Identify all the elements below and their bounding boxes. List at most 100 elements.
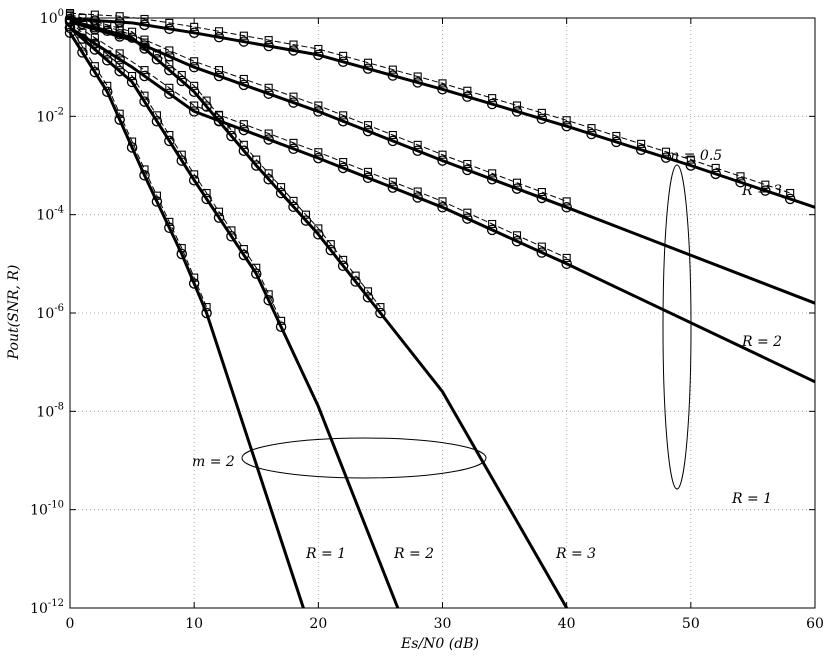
- square-marker: [388, 177, 397, 186]
- square-marker: [239, 120, 248, 129]
- square-marker: [562, 197, 571, 206]
- square-marker: [65, 17, 75, 26]
- square-marker: [202, 188, 211, 198]
- square-marker: [376, 303, 385, 312]
- square-marker: [488, 219, 497, 229]
- series-line: [69, 26, 816, 384]
- square-marker: [115, 61, 124, 70]
- circle-marker: [685, 160, 697, 171]
- square-marker: [277, 316, 286, 325]
- circle-marker: [126, 142, 138, 153]
- square-marker: [115, 24, 124, 33]
- square-marker: [214, 27, 224, 36]
- circle-marker: [586, 128, 597, 140]
- square-marker: [351, 271, 360, 280]
- square-marker: [239, 31, 248, 40]
- circle-marker: [263, 134, 274, 145]
- circle-marker: [275, 187, 287, 199]
- circle-marker: [238, 249, 250, 261]
- circle-marker: [362, 125, 374, 137]
- square-marker: [289, 196, 298, 205]
- circle-marker: [77, 47, 88, 58]
- annotation-m-high: m = 2: [192, 454, 235, 470]
- x-tick-label: 40: [558, 616, 576, 632]
- square-marker: [363, 58, 373, 67]
- square-marker: [786, 188, 795, 198]
- circle-marker: [536, 192, 548, 204]
- square-marker: [339, 51, 348, 60]
- square-marker: [264, 129, 273, 138]
- circle-marker: [188, 27, 200, 38]
- circle-marker: [263, 88, 274, 99]
- square-marker: [152, 49, 161, 58]
- circle-marker: [337, 162, 349, 174]
- circle-marker: [164, 222, 175, 234]
- circle-marker: [412, 77, 423, 88]
- circle-marker: [362, 292, 374, 303]
- circle-marker: [486, 224, 498, 236]
- circle-marker: [362, 172, 374, 184]
- circle-marker: [536, 247, 548, 258]
- square-marker: [140, 14, 149, 24]
- tick-labels: 0 10 20 30 40 50 60 100 10-2 10-4 10-6 10-8 10-10 10-…: [30, 8, 824, 632]
- circle-marker: [188, 106, 200, 117]
- square-marker: [711, 163, 720, 173]
- square-marker: [264, 36, 273, 45]
- circle-marker: [337, 260, 349, 272]
- circle-marker: [412, 192, 423, 203]
- circle-marker: [263, 294, 274, 306]
- circle-marker: [213, 70, 225, 82]
- circle-marker: [151, 54, 163, 65]
- annotation-r3-low: R = 3: [741, 183, 782, 199]
- circle-marker: [350, 276, 361, 287]
- circle-marker: [201, 101, 212, 112]
- square-marker: [512, 178, 522, 187]
- circle-marker: [561, 120, 572, 132]
- circle-marker: [561, 202, 572, 213]
- marker-layer: [64, 9, 796, 333]
- y-tick-label: 100: [40, 8, 64, 27]
- circle-marker: [164, 23, 175, 35]
- circle-marker: [387, 70, 399, 81]
- circle-marker: [226, 130, 237, 142]
- circle-marker: [151, 116, 163, 127]
- grid: [70, 18, 815, 608]
- x-tick-label: 60: [806, 616, 824, 632]
- square-marker: [612, 131, 621, 141]
- square-marker: [239, 140, 248, 149]
- square-marker: [289, 40, 298, 49]
- circle-marker: [201, 307, 212, 319]
- square-marker: [388, 65, 397, 74]
- annotation-m-low: m = 0.5: [666, 148, 722, 164]
- circle-marker: [437, 155, 448, 166]
- circle-marker: [263, 40, 274, 52]
- square-marker: [214, 111, 224, 120]
- circle-marker: [437, 84, 448, 95]
- square-marker: [140, 66, 149, 75]
- x-tick-label: 50: [682, 616, 700, 632]
- y-tick-label: 10-10: [30, 500, 64, 519]
- circle-marker: [188, 61, 200, 73]
- circle-marker: [511, 235, 523, 247]
- square-marker: [339, 255, 348, 264]
- square-marker: [686, 155, 695, 164]
- square-marker: [587, 124, 596, 133]
- series-line: [68, 31, 305, 609]
- plot-frame: [69, 17, 816, 609]
- square-marker: [363, 287, 373, 296]
- y-tick-label: 10-6: [36, 303, 64, 322]
- circle-marker: [64, 27, 76, 38]
- circle-marker: [511, 106, 523, 117]
- series-line: [69, 19, 569, 609]
- square-marker: [301, 210, 310, 219]
- annotation-r1-low: R = 1: [731, 491, 772, 507]
- square-marker: [339, 111, 348, 120]
- square-marker: [103, 20, 112, 29]
- square-marker: [128, 71, 137, 81]
- square-marker: [214, 66, 224, 75]
- circle-marker: [102, 25, 113, 37]
- square-marker: [190, 101, 199, 110]
- circle-marker: [213, 31, 225, 43]
- approx-line: [69, 12, 791, 194]
- approx-line: [69, 15, 567, 202]
